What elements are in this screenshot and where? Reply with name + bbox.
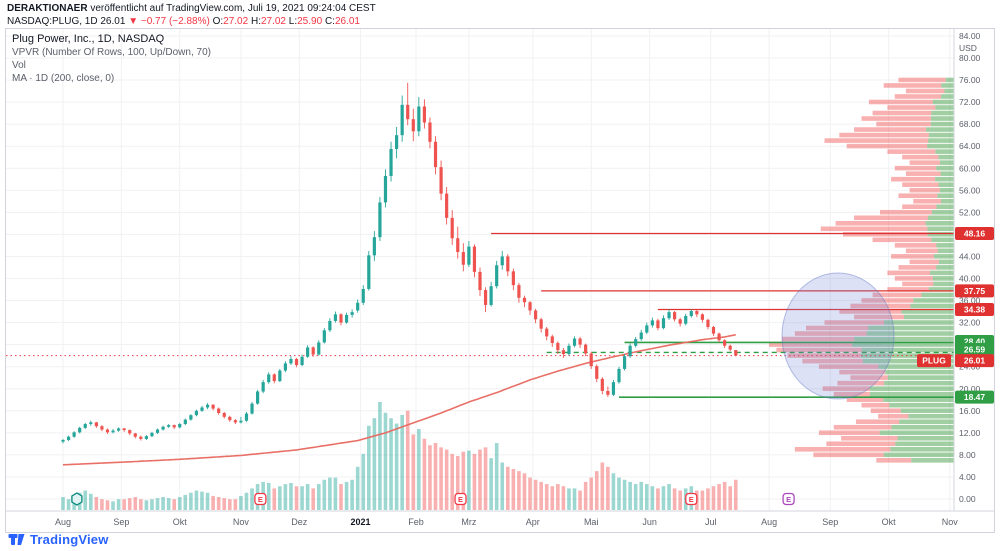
svg-text:E: E — [258, 495, 263, 504]
svg-text:Mrz: Mrz — [461, 517, 476, 527]
svg-text:76.00: 76.00 — [959, 75, 981, 85]
high-label: H: — [250, 16, 261, 27]
low-label: L: — [288, 16, 298, 27]
publish-header: DERAKTIONAER veröffentlicht auf TradingV… — [7, 2, 376, 15]
svg-text:Sep: Sep — [822, 517, 838, 527]
svg-text:26.01: 26.01 — [964, 356, 986, 366]
svg-text:4.00: 4.00 — [959, 472, 976, 482]
svg-text:Aug: Aug — [55, 517, 71, 527]
legend-symbol-title[interactable]: Plug Power, Inc., 1D, NASDAQ — [12, 33, 165, 45]
svg-text:34.38: 34.38 — [964, 304, 986, 314]
svg-text:E: E — [458, 495, 463, 504]
symbol-header: NASDAQ:PLUG, 1D 26.01 ▼ −0.77 (−2.88%) O… — [7, 15, 360, 28]
svg-text:Okt: Okt — [173, 517, 188, 527]
svg-text:Jul: Jul — [705, 517, 717, 527]
last-price: 26.01 — [100, 16, 126, 27]
price-chart-canvas[interactable]: EEEE0.004.008.0012.0016.0020.0024.0028.0… — [6, 29, 994, 532]
highlight-ellipse-annotation[interactable] — [781, 272, 895, 400]
svg-text:Nov: Nov — [942, 517, 959, 527]
svg-text:Sep: Sep — [113, 517, 129, 527]
svg-text:Jun: Jun — [642, 517, 657, 527]
svg-text:60.00: 60.00 — [959, 163, 981, 173]
tradingview-footer[interactable]: TradingView — [8, 531, 109, 548]
svg-text:8.00: 8.00 — [959, 450, 976, 460]
svg-text:12.00: 12.00 — [959, 428, 981, 438]
svg-text:40.00: 40.00 — [959, 274, 981, 284]
legend-ma-study[interactable]: MA · 1D (200, close, 0) — [12, 73, 115, 84]
close-value: 26.01 — [334, 16, 360, 27]
price-axis: 0.004.008.0012.0016.0020.0024.0028.0032.… — [953, 29, 981, 511]
svg-text:52.00: 52.00 — [959, 207, 981, 217]
levels-layer — [491, 232, 954, 398]
svg-text:USD: USD — [959, 43, 977, 53]
svg-text:26.59: 26.59 — [964, 344, 986, 354]
svg-text:56.00: 56.00 — [959, 185, 981, 195]
publisher-name: DERAKTIONAER — [7, 3, 88, 14]
svg-text:Okt: Okt — [882, 517, 897, 527]
low-value: 25.90 — [297, 16, 323, 27]
time-axis: Aug Sep Okt Nov Dez 2021 Feb Mrz Apr Mai Jun Jul Aug… — [6, 510, 994, 527]
ma200-line — [62, 333, 736, 466]
svg-text:Mai: Mai — [584, 517, 599, 527]
svg-text:E: E — [786, 495, 791, 504]
svg-text:36.00: 36.00 — [959, 296, 981, 306]
price-change: ▼ −0.77 (−2.88%) — [128, 16, 210, 27]
svg-text:68.00: 68.00 — [959, 119, 981, 129]
svg-text:E: E — [689, 495, 694, 504]
tradingview-logo-icon — [8, 534, 25, 545]
svg-text:32.00: 32.00 — [959, 318, 981, 328]
legend-volume-study[interactable]: Vol — [12, 60, 26, 71]
svg-text:Dez: Dez — [291, 517, 308, 527]
svg-text:0.00: 0.00 — [959, 494, 976, 504]
tradingview-brand-text: TradingView — [30, 532, 109, 547]
open-value: 27.02 — [223, 16, 249, 27]
svg-text:64.00: 64.00 — [959, 141, 981, 151]
chart-frame: Plug Power, Inc., 1D, NASDAQ VPVR (Numbe… — [5, 28, 995, 533]
legend-vpvr-study[interactable]: VPVR (Number Of Rows, 100, Up/Down, 70) — [12, 47, 211, 58]
svg-text:Feb: Feb — [408, 517, 424, 527]
high-value: 27.02 — [260, 16, 286, 27]
volume-bars-layer — [61, 402, 738, 510]
svg-text:48.16: 48.16 — [964, 229, 986, 239]
open-label: O: — [212, 16, 224, 27]
svg-text:Nov: Nov — [233, 517, 250, 527]
svg-text:28.40: 28.40 — [964, 336, 986, 346]
svg-text:84.00: 84.00 — [959, 31, 981, 41]
symbol-name: NASDAQ:PLUG, 1D — [7, 16, 98, 27]
svg-text:16.00: 16.00 — [959, 406, 981, 416]
svg-text:2021: 2021 — [350, 517, 370, 527]
svg-text:PLUG: PLUG — [922, 356, 946, 366]
svg-text:Aug: Aug — [761, 517, 777, 527]
candles-layer — [61, 82, 738, 444]
svg-text:20.00: 20.00 — [959, 384, 981, 394]
vpvr-profile-layer — [769, 77, 954, 463]
svg-text:72.00: 72.00 — [959, 97, 981, 107]
svg-text:Apr: Apr — [526, 517, 540, 527]
svg-text:37.75: 37.75 — [964, 286, 986, 296]
svg-text:80.00: 80.00 — [959, 53, 981, 63]
svg-text:44.00: 44.00 — [959, 251, 981, 261]
chart-legend: Plug Power, Inc., 1D, NASDAQ VPVR (Numbe… — [12, 32, 211, 85]
publish-info: veröffentlicht auf TradingView.com, Juli… — [90, 3, 376, 14]
svg-text:18.47: 18.47 — [964, 392, 986, 402]
close-label: C: — [324, 16, 335, 27]
